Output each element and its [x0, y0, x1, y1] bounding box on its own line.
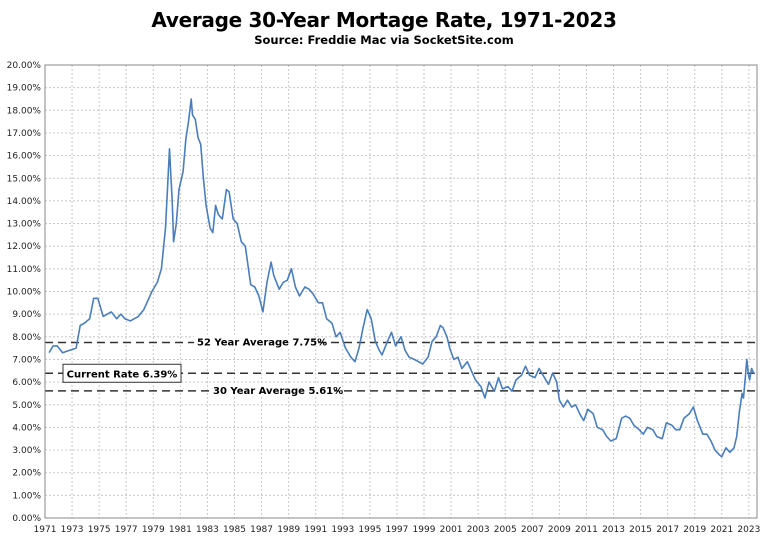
y-axis: 0.00% 1.00% 2.00% 3.00% 4.00% 5.00% 6.00% 7.00%…	[7, 61, 42, 524]
x-tick-label: 2009	[548, 525, 571, 535]
y-tick-label: 14.00%	[7, 197, 42, 207]
y-tick-label: 4.00%	[12, 423, 41, 433]
y-tick-label: 19.00%	[7, 84, 42, 94]
x-tick-label: 1983	[196, 525, 219, 535]
x-tick-label: 1973	[61, 525, 84, 535]
x-tick-label: 1987	[250, 525, 273, 535]
x-tick-label: 1993	[331, 525, 354, 535]
y-tick-label: 18.00%	[7, 106, 42, 116]
y-tick-label: 6.00%	[12, 378, 41, 388]
x-tick-label: 2021	[710, 525, 733, 535]
y-tick-label: 8.00%	[12, 333, 41, 343]
y-tick-label: 16.00%	[7, 152, 42, 162]
x-tick-label: 1995	[358, 525, 381, 535]
x-tick-label: 2001	[440, 525, 463, 535]
y-tick-label: 1.00%	[12, 491, 41, 501]
x-tick-label: 2011	[575, 525, 598, 535]
y-tick-label: 12.00%	[7, 242, 42, 252]
y-tick-label: 9.00%	[12, 310, 41, 320]
x-tick-label: 2013	[602, 525, 625, 535]
series-line	[48, 98, 756, 458]
chart-title: Average 30-Year Mortage Rate, 1971-2023	[151, 8, 617, 32]
y-tick-label: 13.00%	[7, 220, 42, 230]
x-tick-label: 1979	[142, 525, 165, 535]
y-tick-label: 2.00%	[12, 469, 41, 479]
y-tick-label: 7.00%	[12, 355, 41, 365]
x-tick-label: 1989	[277, 525, 300, 535]
annotation-current-rate: Current Rate 6.39%	[67, 369, 178, 380]
annotation-bg	[194, 334, 314, 349]
annotations: 52 Year Average 7.75% Current Rate 6.39% 3…	[62, 334, 343, 397]
x-tick-label: 2003	[467, 525, 490, 535]
x-tick-label: 2015	[629, 525, 652, 535]
y-tick-label: 10.00%	[7, 288, 42, 298]
y-tick-label: 11.00%	[7, 265, 42, 275]
x-tick-label: 1997	[385, 525, 408, 535]
y-tick-label: 20.00%	[7, 61, 42, 71]
x-tick-label: 2007	[521, 525, 544, 535]
chart-subtitle: Source: Freddie Mac via SocketSite.com	[254, 33, 514, 47]
annotation-bg	[210, 382, 334, 397]
series-group	[48, 98, 756, 458]
x-tick-label: 2019	[683, 525, 706, 535]
x-tick-label: 1975	[88, 525, 111, 535]
x-tick-label: 1985	[223, 525, 246, 535]
x-tick-label: 2005	[494, 525, 517, 535]
y-tick-label: 15.00%	[7, 174, 42, 184]
x-tick-label: 2023	[737, 525, 760, 535]
y-tick-label: 0.00%	[12, 514, 41, 524]
x-tick-label: 1991	[304, 525, 327, 535]
annotation-30yr-average: 30 Year Average 5.61%	[213, 386, 343, 397]
x-tick-label: 2017	[656, 525, 679, 535]
y-tick-label: 3.00%	[12, 446, 41, 456]
x-tick-label: 1971	[34, 525, 57, 535]
annotation-52yr-average: 52 Year Average 7.75%	[197, 337, 327, 348]
x-tick-label: 1981	[169, 525, 192, 535]
y-tick-label: 17.00%	[7, 129, 42, 139]
plot-frame	[44, 64, 758, 519]
y-tick-label: 5.00%	[12, 401, 41, 411]
x-tick-label: 1999	[413, 525, 436, 535]
x-axis: 1971 1973 1975 1977 1979 1981 1983 1985 1987 1989…	[34, 525, 761, 535]
annotation-box	[62, 363, 182, 383]
x-tick-label: 1977	[115, 525, 138, 535]
